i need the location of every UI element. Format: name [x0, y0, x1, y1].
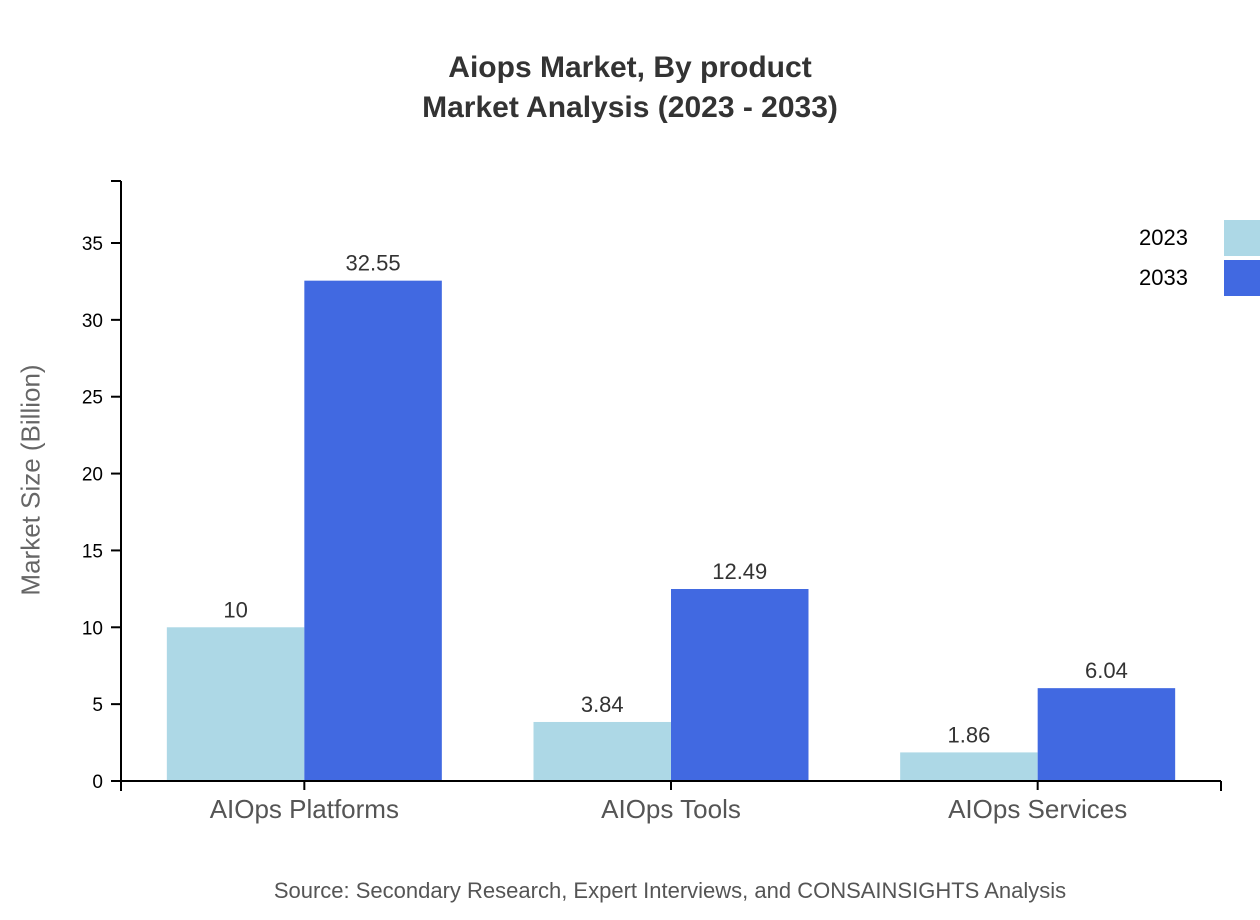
y-tick-label: 10 [82, 618, 103, 639]
y-tick-label: 20 [82, 465, 103, 486]
chart-title-line2: Market Analysis (2023 - 2033) [422, 91, 838, 124]
legend-swatch-2033 [1224, 260, 1260, 296]
bar-value-label: 1.86 [948, 722, 991, 747]
y-tick-label: 35 [82, 234, 103, 255]
x-tick-label: AIOps Tools [601, 794, 741, 824]
bar-2023 [166, 627, 305, 781]
y-tick-label: 15 [82, 541, 103, 562]
bar-2023 [533, 721, 671, 781]
bar-2033 [304, 280, 442, 781]
legend-swatch-2023 [1224, 220, 1260, 256]
y-tick-label: 25 [82, 388, 103, 409]
y-tick-label: 5 [92, 695, 103, 716]
bar-value-label: 12.49 [712, 559, 767, 584]
bar-value-label: 6.04 [1085, 658, 1128, 683]
bar-value-label: 3.84 [581, 692, 624, 717]
source-note: Source: Secondary Research, Expert Inter… [273, 878, 1067, 903]
bar-value-label: 32.55 [346, 251, 401, 276]
y-tick-label: 30 [82, 311, 103, 332]
legend-label-2033: 2033 [1139, 265, 1188, 290]
bar-2033 [1037, 688, 1176, 781]
legend-label-2023: 2023 [1139, 225, 1188, 250]
x-tick-label: AIOps Services [948, 794, 1127, 824]
y-tick-label: 0 [92, 772, 103, 793]
chart-title-line1: Aiops Market, By product [448, 51, 812, 84]
bar-value-label: 10 [223, 597, 247, 622]
x-tick-label: AIOps Platforms [210, 794, 399, 824]
bar-2023 [900, 752, 1038, 781]
bar-2033 [671, 589, 809, 781]
